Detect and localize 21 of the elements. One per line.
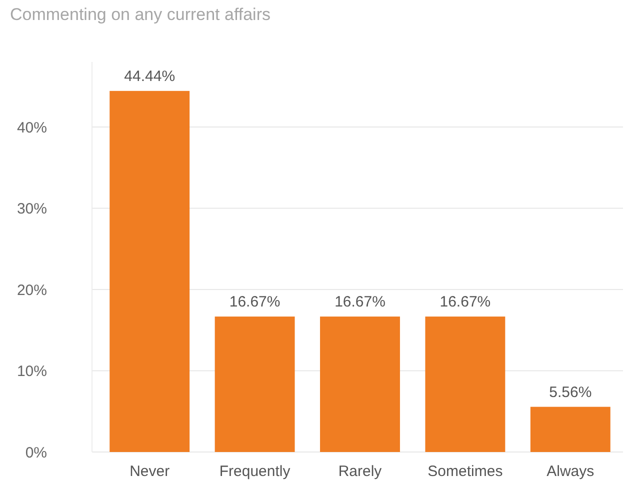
bar [425, 316, 506, 452]
y-tick-label: 20% [16, 282, 47, 299]
data-label: 5.56% [549, 384, 592, 401]
x-tick-label: Always [546, 463, 594, 480]
y-tick-label: 10% [16, 363, 47, 380]
data-label: 44.44% [124, 68, 176, 85]
bar [320, 316, 400, 452]
data-label: 16.67% [229, 294, 280, 311]
y-tick-label: 30% [16, 200, 47, 218]
y-tick-label: 40% [16, 119, 47, 136]
bar [110, 90, 190, 452]
x-tick-label: Frequently [219, 463, 291, 480]
bar [530, 406, 610, 452]
x-tick-label: Rarely [338, 463, 382, 480]
y-tick-label: 0% [25, 444, 47, 462]
chart-title: Commenting on any current affairs [10, 5, 270, 24]
data-label: 16.67% [334, 294, 386, 311]
x-tick-label: Sometimes [428, 463, 503, 480]
bar [214, 316, 295, 452]
x-tick-label: Never [130, 463, 170, 480]
data-label: 16.67% [440, 294, 491, 311]
